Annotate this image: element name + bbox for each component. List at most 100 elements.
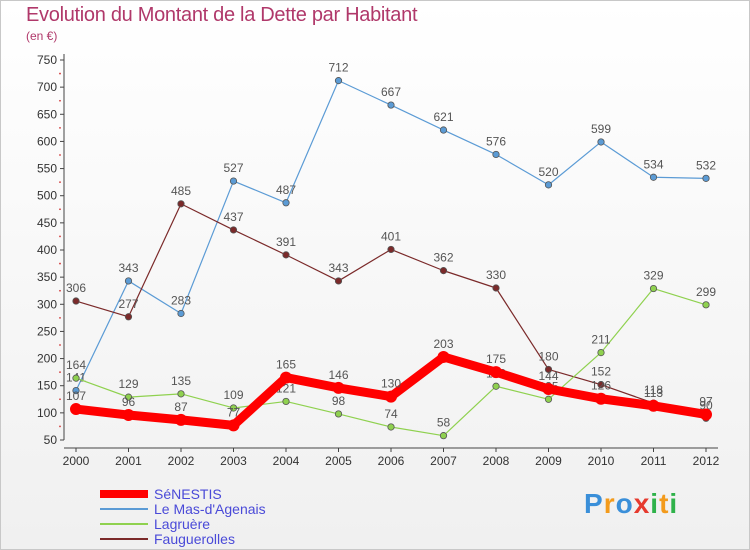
data-label-lagruere: 135: [171, 374, 191, 388]
y-tick-label: 450: [37, 216, 57, 230]
y-minor-tick: [59, 425, 61, 428]
data-point-le-mas-d-agenais: [492, 150, 500, 159]
data-point-senestis: [542, 382, 555, 395]
data-point-lagruere: [72, 374, 80, 382]
data-label-fauguerolles: 343: [328, 261, 348, 275]
data-point-le-mas-d-agenais: [124, 277, 133, 285]
logo-letter: i: [669, 488, 679, 519]
data-point-lagruere: [177, 390, 185, 398]
data-label-le-mas-d-agenais: 599: [591, 122, 611, 136]
legend: SéNESTIS Le Mas-d'Agenais Lagruère Faugu…: [100, 486, 266, 547]
data-label-le-mas-d-agenais: 532: [696, 158, 716, 172]
y-minor-tick: [59, 289, 61, 292]
data-label-le-mas-d-agenais: 712: [328, 61, 348, 75]
data-point-le-mas-d-agenais: [649, 173, 658, 181]
y-tick-label: 350: [37, 270, 57, 284]
data-label-senestis: 97: [699, 394, 713, 408]
y-tick-label: 50: [44, 433, 58, 447]
data-label-le-mas-d-agenais: 534: [643, 157, 663, 171]
data-point-le-mas-d-agenais: [439, 126, 448, 134]
y-tick-label: 650: [37, 107, 57, 121]
y-tick-label: 150: [37, 379, 57, 393]
data-label-senestis: 130: [381, 377, 401, 391]
data-point-le-mas-d-agenais: [229, 177, 238, 185]
legend-item-senestis: SéNESTIS: [100, 486, 266, 502]
logo-letter: P: [584, 488, 604, 519]
data-point-le-mas-d-agenais: [702, 174, 710, 182]
data-point-fauguerolles: [229, 226, 238, 234]
data-label-fauguerolles: 437: [223, 210, 243, 224]
data-label-lagruere: 109: [223, 388, 243, 402]
data-label-senestis: 144: [538, 369, 558, 383]
data-point-le-mas-d-agenais: [282, 199, 290, 207]
data-point-fauguerolles: [334, 277, 343, 285]
data-point-senestis: [490, 366, 502, 379]
data-point-fauguerolles: [72, 297, 80, 305]
data-label-fauguerolles: 485: [171, 184, 191, 198]
logo-letter: x: [633, 488, 651, 519]
x-tick-label: 2010: [588, 454, 615, 468]
data-point-senestis: [280, 371, 292, 384]
data-label-fauguerolles: 330: [486, 268, 506, 282]
y-tick-label: 250: [37, 324, 57, 338]
data-label-lagruere: 74: [384, 407, 398, 421]
data-label-senestis: 113: [644, 386, 663, 400]
proxiti-logo[interactable]: Proxiti: [584, 488, 678, 520]
data-point-lagruere: [387, 423, 395, 431]
data-point-le-mas-d-agenais: [334, 77, 343, 85]
x-tick-label: 2004: [273, 454, 300, 468]
data-point-senestis: [385, 390, 397, 403]
x-tick-label: 2000: [63, 454, 90, 468]
data-label-fauguerolles: 362: [433, 251, 453, 265]
y-minor-tick: [59, 208, 61, 211]
y-minor-tick: [59, 181, 61, 184]
legend-label: Lagruère: [154, 515, 211, 532]
y-minor-tick: [59, 398, 61, 401]
legend-label: Fauguerolles: [154, 530, 235, 547]
logo-letter: t: [659, 488, 670, 519]
data-label-lagruere: 129: [118, 377, 138, 391]
chart-title: Evolution du Montant de la Dette par Hab…: [26, 4, 418, 26]
y-minor-tick: [59, 262, 61, 265]
data-point-lagruere: [334, 410, 343, 418]
x-tick-label: 2006: [378, 454, 405, 468]
data-point-senestis: [70, 403, 82, 416]
data-label-le-mas-d-agenais: 343: [118, 261, 138, 275]
y-tick-label: 500: [37, 189, 57, 203]
x-tick-label: 2009: [535, 454, 562, 468]
data-point-lagruere: [439, 432, 448, 440]
data-point-senestis: [647, 399, 660, 412]
y-tick-label: 100: [37, 406, 57, 420]
y-tick-label: 400: [37, 243, 57, 257]
data-point-lagruere: [702, 301, 710, 309]
y-minor-tick: [59, 72, 61, 75]
legend-swatch-le-mas-d-agenais: [100, 507, 148, 510]
data-point-senestis: [595, 392, 607, 405]
data-point-senestis: [227, 419, 240, 432]
data-label-lagruere: 211: [591, 333, 610, 347]
data-label-senestis: 77: [227, 405, 241, 419]
y-minor-tick: [59, 371, 61, 374]
data-label-senestis: 107: [66, 389, 86, 403]
data-point-le-mas-d-agenais: [597, 138, 605, 146]
data-point-fauguerolles: [177, 200, 185, 208]
x-tick-label: 2012: [693, 454, 720, 468]
legend-swatch-senestis: [100, 489, 148, 498]
data-label-le-mas-d-agenais: 576: [486, 134, 506, 148]
legend-swatch-fauguerolles: [100, 537, 148, 540]
logo-letter: r: [603, 488, 616, 519]
data-point-fauguerolles: [492, 284, 500, 292]
data-label-fauguerolles: 306: [66, 281, 86, 295]
data-label-senestis: 175: [486, 352, 506, 366]
data-label-lagruere: 164: [66, 358, 86, 372]
data-point-le-mas-d-agenais: [177, 309, 185, 318]
legend-item-fauguerolles: Fauguerolles: [100, 530, 266, 547]
data-point-fauguerolles: [439, 267, 448, 275]
data-point-lagruere: [544, 395, 553, 403]
data-point-lagruere: [649, 284, 658, 293]
y-minor-tick: [59, 235, 61, 238]
data-label-senestis: 165: [276, 358, 296, 372]
data-label-senestis: 146: [328, 368, 348, 382]
data-point-fauguerolles: [387, 245, 395, 254]
y-tick-label: 700: [37, 80, 57, 94]
